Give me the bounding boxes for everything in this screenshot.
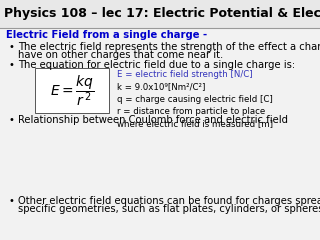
Text: The equation for electric field due to a single charge is:: The equation for electric field due to a… bbox=[18, 60, 295, 70]
Bar bbox=[0, 0, 320, 28]
Text: •: • bbox=[8, 60, 14, 70]
Text: have on other charges that come near it.: have on other charges that come near it. bbox=[18, 50, 223, 60]
FancyBboxPatch shape bbox=[35, 68, 109, 113]
Text: where electric field is measured [m]: where electric field is measured [m] bbox=[117, 120, 273, 129]
Text: •: • bbox=[8, 196, 14, 206]
Text: Electric Field from a single charge -: Electric Field from a single charge - bbox=[6, 30, 207, 40]
Text: E = electric field strength [N/C]: E = electric field strength [N/C] bbox=[117, 70, 252, 79]
Text: $E = \dfrac{kq}{r^{\,2}}$: $E = \dfrac{kq}{r^{\,2}}$ bbox=[50, 73, 94, 108]
Text: r = distance from particle to place: r = distance from particle to place bbox=[117, 107, 265, 116]
Text: •: • bbox=[8, 115, 14, 125]
Text: Relationship between Coulomb force and electric field: Relationship between Coulomb force and e… bbox=[18, 115, 288, 125]
Text: Other electric field equations can be found for charges spread over: Other electric field equations can be fo… bbox=[18, 196, 320, 206]
Text: Physics 108 – lec 17: Electric Potential & Electric Current: Physics 108 – lec 17: Electric Potential… bbox=[4, 7, 320, 20]
Text: q = charge causing electric field [C]: q = charge causing electric field [C] bbox=[117, 95, 273, 104]
Text: The electric field represents the strength of the effect a charge will: The electric field represents the streng… bbox=[18, 42, 320, 52]
Text: specific geometries, such as flat plates, cylinders, or spheres.: specific geometries, such as flat plates… bbox=[18, 204, 320, 215]
Text: •: • bbox=[8, 42, 14, 52]
Text: k = 9.0x10⁹[Nm²/C²]: k = 9.0x10⁹[Nm²/C²] bbox=[117, 82, 205, 91]
